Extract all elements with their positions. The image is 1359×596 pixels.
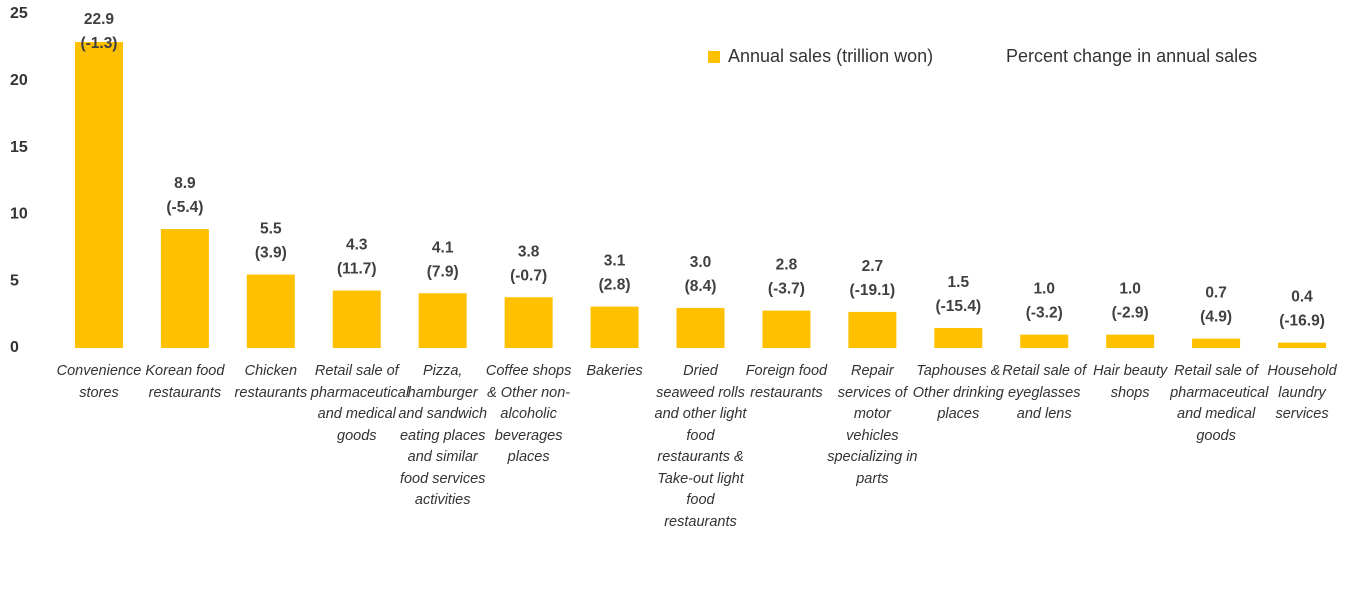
percent-label: (8.4)	[685, 278, 717, 295]
x-tick-label: Bakeries	[586, 363, 643, 379]
bar	[160, 229, 209, 348]
bar	[74, 42, 123, 348]
percent-label: (-15.4)	[935, 298, 981, 315]
bar	[246, 274, 295, 348]
percent-label: (-3.7)	[768, 281, 805, 298]
x-tick-label: Pizza, hamburger and sandwich eating pla…	[398, 363, 488, 508]
x-tick-label: Retail sale of pharmaceutical and medica…	[1170, 363, 1269, 444]
legend-swatch	[708, 51, 720, 63]
percent-label: (2.8)	[599, 277, 631, 294]
bar	[418, 293, 467, 348]
bar	[1192, 338, 1241, 348]
data-label: 2.7	[862, 258, 884, 275]
bar	[590, 306, 639, 348]
x-tick-label: Retail sale of pharmaceutical and medica…	[310, 363, 410, 444]
percent-label: (11.7)	[337, 261, 377, 278]
bar	[1020, 334, 1069, 348]
data-label: 1.0	[1033, 281, 1055, 298]
legend-label: Annual sales (trillion won)	[728, 46, 933, 66]
y-tick-label: 20	[10, 72, 28, 89]
y-tick-label: 25	[10, 5, 28, 22]
percent-label: (-5.4)	[166, 199, 203, 216]
data-label: 8.9	[174, 175, 196, 192]
y-tick-label: 5	[10, 272, 19, 289]
x-tick-label: Convenience stores	[56, 363, 142, 401]
data-label: 3.1	[604, 253, 626, 270]
percent-label: (-1.3)	[80, 35, 117, 52]
x-tick-label: Dried seaweed rolls and other light food…	[654, 363, 747, 530]
x-tick-label: Chicken restaurants	[234, 363, 308, 401]
bar	[762, 310, 811, 348]
data-label: 4.1	[432, 239, 454, 256]
percent-label: (-16.9)	[1279, 313, 1325, 330]
bar	[676, 307, 725, 348]
x-tick-label: Household laundry services	[1267, 363, 1337, 422]
percent-label: (-19.1)	[850, 282, 896, 299]
percent-label: (-0.7)	[510, 267, 547, 284]
x-tick-label: Repair services of motor vehicles specia…	[827, 363, 918, 487]
x-tick-label: Hair beauty shops	[1093, 363, 1168, 401]
x-tick-label: Retail sale of eyeglasses and lens	[1002, 363, 1087, 422]
data-label: 3.8	[518, 243, 540, 260]
percent-label: (-3.2)	[1026, 305, 1063, 322]
data-label: 1.5	[948, 274, 970, 291]
y-tick-label: 15	[10, 139, 28, 156]
bar	[934, 327, 983, 348]
percent-label: (7.9)	[427, 263, 459, 280]
legend-label: Percent change in annual sales	[1006, 46, 1257, 66]
x-tick-label: Korean food restaurants	[145, 363, 225, 401]
x-tick-label: Coffee shops & Other non-alcoholic bever…	[485, 363, 572, 465]
data-label: 1.0	[1119, 281, 1141, 298]
y-tick-label: 0	[10, 339, 19, 356]
x-tick-label: Foreign food restaurants	[745, 363, 828, 401]
y-tick-label: 10	[10, 206, 28, 223]
bar	[332, 290, 381, 348]
percent-label: (-2.9)	[1112, 305, 1149, 322]
percent-label: (4.9)	[1200, 309, 1232, 326]
data-label: 0.4	[1291, 289, 1313, 306]
bar	[1278, 342, 1327, 348]
bar	[1106, 334, 1155, 348]
data-label: 2.8	[776, 257, 798, 274]
data-label: 22.9	[84, 11, 115, 28]
percent-label: (3.9)	[255, 245, 287, 262]
data-label: 5.5	[260, 221, 282, 238]
bar	[848, 311, 897, 348]
data-label: 0.7	[1205, 285, 1227, 302]
data-label: 3.0	[690, 254, 712, 271]
bar	[504, 297, 553, 348]
data-label: 4.3	[346, 237, 368, 254]
x-tick-label: Taphouses & Other drinking places	[912, 363, 1004, 422]
